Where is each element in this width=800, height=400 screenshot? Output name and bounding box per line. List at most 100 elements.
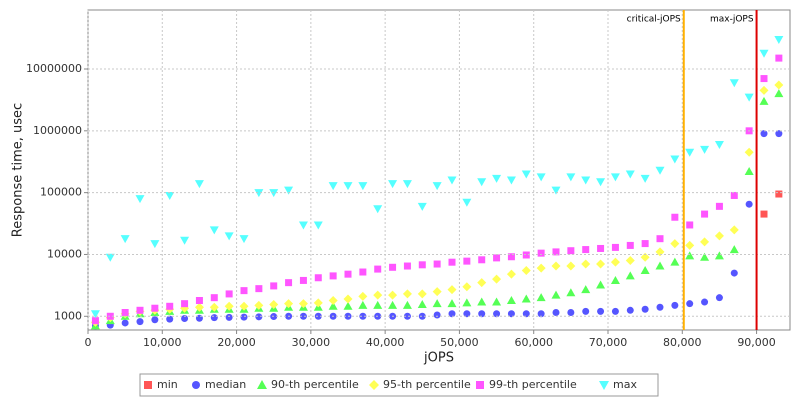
point — [151, 316, 159, 324]
point — [151, 304, 159, 312]
point — [655, 261, 665, 270]
point — [358, 291, 368, 301]
point — [329, 272, 337, 280]
point — [298, 221, 308, 230]
point — [506, 176, 516, 185]
point — [759, 85, 769, 95]
point — [581, 176, 591, 185]
point — [701, 298, 709, 306]
y-tick-label: 1000 — [54, 309, 82, 322]
point — [521, 294, 531, 303]
point — [670, 155, 680, 164]
plot-area — [87, 9, 791, 331]
point — [522, 251, 530, 259]
point — [610, 257, 620, 267]
point — [492, 297, 502, 306]
point — [373, 300, 383, 309]
point — [478, 310, 486, 318]
point — [240, 313, 248, 321]
point — [447, 176, 457, 185]
y-tick-label: 10000 — [47, 247, 82, 260]
point — [344, 270, 352, 278]
point — [402, 300, 412, 309]
point — [670, 257, 680, 266]
point — [656, 235, 664, 243]
point — [730, 191, 738, 199]
legend-swatch — [257, 380, 267, 389]
point — [432, 287, 442, 297]
point — [685, 148, 695, 157]
point — [462, 198, 472, 207]
x-axis-title: jOPS — [423, 351, 454, 366]
point — [656, 303, 664, 311]
point — [775, 54, 783, 62]
point — [714, 251, 724, 260]
x-tick-label: 20,000 — [217, 336, 256, 349]
point — [194, 302, 204, 312]
point — [760, 75, 768, 83]
point — [493, 254, 501, 262]
point — [91, 317, 99, 325]
point — [477, 178, 487, 187]
point — [239, 235, 249, 244]
marker-label: max-jOPS — [710, 15, 754, 25]
point — [760, 130, 768, 138]
point — [209, 302, 219, 312]
point — [745, 200, 753, 208]
point — [536, 263, 546, 273]
point — [686, 300, 694, 308]
point — [432, 182, 442, 191]
point — [521, 170, 531, 179]
point — [759, 96, 769, 105]
point — [671, 213, 679, 221]
point — [596, 178, 606, 187]
point — [254, 300, 264, 310]
point — [298, 299, 308, 309]
point — [671, 301, 679, 309]
point — [328, 301, 338, 310]
point — [685, 251, 695, 260]
point — [255, 313, 263, 321]
point — [729, 79, 739, 88]
y-tick-label: 1000000 — [33, 124, 82, 137]
point — [373, 205, 383, 214]
point — [224, 301, 234, 311]
legend-label: 95-th percentile — [383, 378, 471, 391]
point — [359, 268, 367, 276]
point — [774, 89, 784, 98]
point — [581, 259, 591, 269]
x-tick-label: 90,000 — [737, 336, 776, 349]
point — [403, 312, 411, 320]
x-tick-label: 50,000 — [440, 336, 479, 349]
point — [462, 282, 472, 292]
point — [181, 315, 189, 323]
point — [522, 310, 530, 318]
point — [640, 266, 650, 275]
point — [402, 180, 412, 189]
point — [551, 261, 561, 271]
x-tick-label: 10,000 — [143, 336, 182, 349]
point — [775, 190, 783, 198]
legend-swatch — [476, 381, 484, 389]
legend-box — [139, 373, 659, 397]
point — [462, 298, 472, 307]
point — [597, 307, 605, 315]
point — [566, 288, 576, 297]
point — [567, 247, 575, 255]
point — [343, 301, 353, 310]
point — [136, 306, 144, 314]
point — [626, 306, 634, 314]
x-tick-label: 40,000 — [366, 336, 405, 349]
point — [194, 180, 204, 189]
point — [106, 312, 114, 320]
point — [463, 310, 471, 318]
point — [255, 285, 263, 293]
x-tick-label: 70,000 — [589, 336, 628, 349]
point — [744, 166, 754, 175]
legend-label: min — [157, 378, 178, 391]
x-tick-label: 80,000 — [663, 336, 702, 349]
point — [537, 249, 545, 257]
point — [284, 299, 294, 309]
point — [478, 256, 486, 264]
